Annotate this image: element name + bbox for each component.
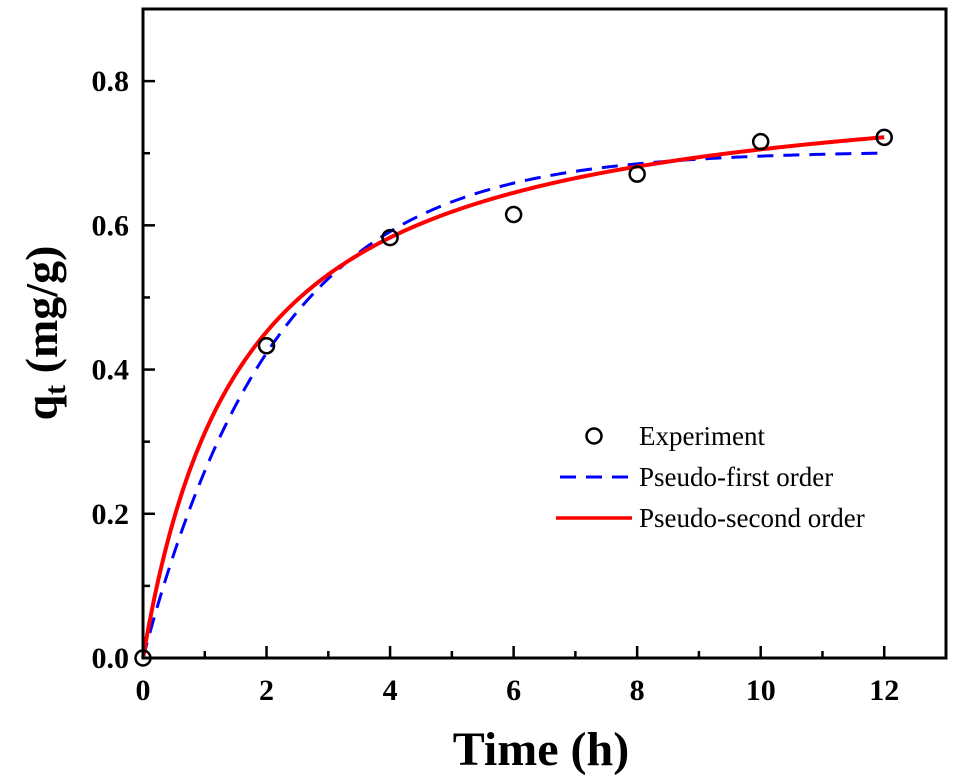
tick-labels-layer: 0 2 4 6 8 10 12 0.0 0.2 0.4 0.6 0.8	[92, 65, 900, 707]
y-tick-label: 0.2	[92, 498, 130, 531]
y-axis-title-unit: (mg/g)	[16, 246, 67, 385]
x-tick-label: 0	[136, 674, 151, 707]
x-tick-label: 12	[869, 674, 899, 707]
plot-frame	[141, 7, 948, 660]
legend-label-pseudo-second-order: Pseudo-second order	[639, 503, 865, 533]
y-tick-label: 0.0	[92, 642, 130, 675]
y-tick-label: 0.4	[92, 354, 130, 387]
y-axis-title-subscript: t	[39, 385, 72, 395]
series-line-pseudo-first-order	[141, 151, 885, 659]
data-point-experiment	[381, 228, 399, 247]
x-tick-label: 10	[746, 674, 776, 707]
y-tick-label: 0.8	[92, 65, 130, 98]
data-point-experiment	[875, 128, 893, 147]
data-point-experiment	[628, 165, 646, 183]
legend: Experiment Pseudo-first order Pseudo-sec…	[556, 421, 865, 533]
data-point-experiment	[257, 337, 276, 355]
legend-marker-experiment	[585, 427, 603, 445]
y-axis-title: qt (mg/g)	[16, 246, 72, 421]
x-tick-label: 4	[383, 674, 398, 707]
data-point-experiment	[504, 205, 523, 224]
ticks-layer	[141, 79, 886, 660]
series-line-pseudo-second-order	[141, 135, 885, 659]
markers-layer	[134, 128, 893, 667]
data-point-experiment	[751, 132, 770, 151]
curves-layer	[141, 135, 885, 659]
x-tick-label: 6	[506, 674, 521, 707]
y-axis-title-symbol: q	[16, 394, 67, 420]
y-tick-label: 0.6	[92, 209, 130, 242]
svg-text:qt (mg/g): qt (mg/g)	[16, 246, 72, 421]
x-axis-title: Time (h)	[453, 723, 629, 776]
legend-label-pseudo-first-order: Pseudo-first order	[639, 462, 833, 492]
legend-label-experiment: Experiment	[639, 421, 765, 451]
x-tick-label: 2	[259, 674, 274, 707]
x-tick-label: 8	[630, 674, 645, 707]
